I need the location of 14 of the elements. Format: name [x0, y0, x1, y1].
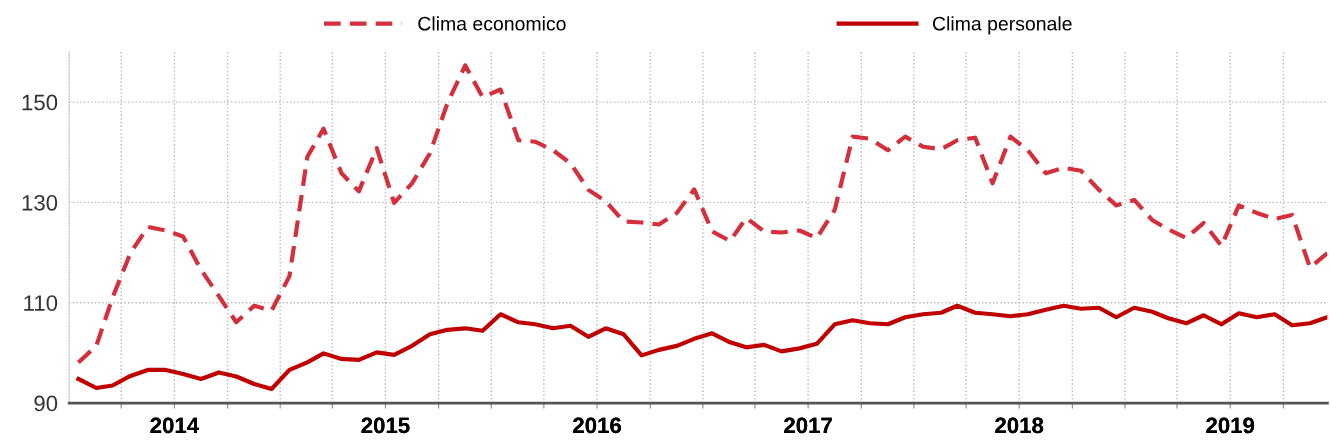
line-series	[76, 303, 1328, 392]
y-tick-label: 150	[22, 94, 58, 111]
line-series	[76, 63, 1328, 365]
x-tick-label: 2019	[1206, 417, 1255, 434]
x-tick-label: 2018	[995, 417, 1044, 434]
legend-label: Clima economico	[418, 16, 566, 31]
y-tick-label: 90	[34, 395, 58, 412]
y-tick-label: 130	[22, 194, 58, 211]
legend-label: Clima personale	[933, 16, 1072, 35]
x-tick-label: 2016	[573, 417, 621, 434]
x-tick-label: 2017	[784, 417, 832, 434]
y-tick-label: 110	[24, 295, 58, 311]
x-tick-label: 2014	[150, 417, 199, 434]
x-tick-label: 2015	[361, 417, 410, 434]
